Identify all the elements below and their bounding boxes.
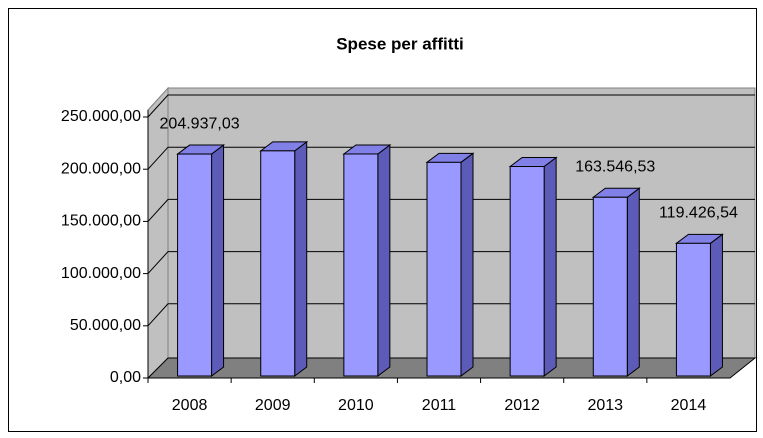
- bar: [509, 166, 545, 377]
- x-tick-label: 2014: [671, 397, 707, 414]
- data-label: 204.937,03: [160, 115, 240, 132]
- bar-side: [377, 143, 391, 377]
- bar: [177, 153, 213, 377]
- bar: [343, 153, 379, 377]
- grid-line: [147, 198, 755, 222]
- x-tick-label: 2010: [338, 397, 374, 414]
- y-tick-label: 200.000,00: [61, 160, 141, 177]
- x-tick-label: 2011: [422, 397, 457, 414]
- y-tick-label: 250.000,00: [61, 108, 141, 125]
- data-label: 119.426,54: [659, 205, 738, 222]
- x-tick-label: 2008: [172, 397, 208, 414]
- data-label: 163.546,53: [575, 158, 655, 175]
- bar-side: [709, 233, 723, 377]
- bar: [260, 150, 296, 377]
- bar: [675, 242, 711, 377]
- grid-line: [147, 303, 755, 327]
- grid-line: [147, 94, 755, 118]
- x-tick-label: 2009: [255, 397, 291, 414]
- bar: [592, 196, 628, 377]
- x-tick-label: 2013: [587, 397, 623, 414]
- x-tick-label: 2012: [504, 397, 540, 414]
- bar-side: [543, 156, 557, 377]
- bar-side: [626, 187, 640, 377]
- y-tick-label: 150.000,00: [61, 213, 141, 230]
- bar-side: [294, 140, 308, 377]
- bar-side: [460, 152, 474, 377]
- bar: [426, 161, 462, 377]
- grid-line: [147, 251, 755, 274]
- y-tick-label: 100.000,00: [61, 265, 141, 282]
- grid-line: [147, 146, 755, 170]
- y-tick-label: 50.000,00: [70, 317, 141, 334]
- y-tick-label: 0,00: [110, 369, 141, 386]
- chart-title: Spese per affitti: [336, 34, 464, 53]
- bar-side: [211, 144, 225, 377]
